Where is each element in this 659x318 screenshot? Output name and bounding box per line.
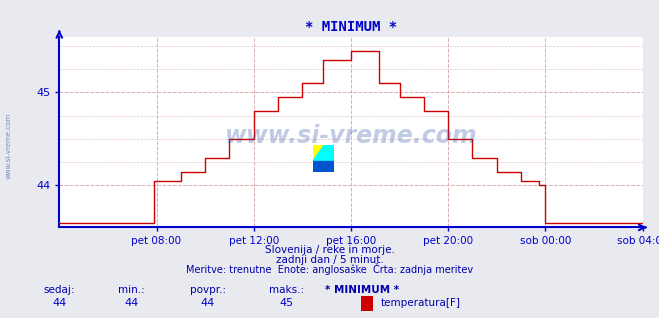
Text: www.si-vreme.com: www.si-vreme.com bbox=[5, 113, 12, 179]
Text: 44: 44 bbox=[200, 298, 215, 308]
Text: zadnji dan / 5 minut.: zadnji dan / 5 minut. bbox=[275, 255, 384, 265]
Text: Slovenija / reke in morje.: Slovenija / reke in morje. bbox=[264, 245, 395, 255]
Text: 45: 45 bbox=[279, 298, 294, 308]
Polygon shape bbox=[313, 145, 325, 161]
Text: 44: 44 bbox=[52, 298, 67, 308]
Text: 44: 44 bbox=[125, 298, 139, 308]
Title: * MINIMUM *: * MINIMUM * bbox=[305, 20, 397, 34]
Text: www.si-vreme.com: www.si-vreme.com bbox=[225, 124, 477, 148]
Text: * MINIMUM *: * MINIMUM * bbox=[326, 285, 399, 295]
Text: maks.:: maks.: bbox=[269, 285, 304, 295]
Text: sedaj:: sedaj: bbox=[43, 285, 75, 295]
Polygon shape bbox=[313, 161, 334, 172]
Polygon shape bbox=[313, 145, 334, 161]
Text: Meritve: trenutne  Enote: anglosaške  Črta: zadnja meritev: Meritve: trenutne Enote: anglosaške Črta… bbox=[186, 263, 473, 275]
Text: povpr.:: povpr.: bbox=[190, 285, 225, 295]
Text: min.:: min.: bbox=[119, 285, 145, 295]
Text: temperatura[F]: temperatura[F] bbox=[381, 298, 461, 308]
